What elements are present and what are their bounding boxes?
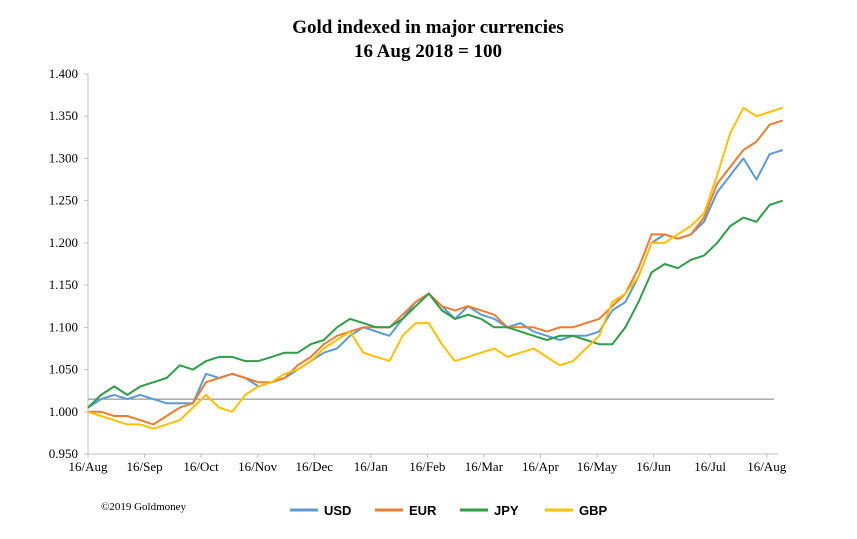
legend-label-gbp: GBP <box>579 503 608 518</box>
x-axis-ticks: 16/Aug 16/Sep 16/Oct 16/Nov 16/Dec 16/Jan 16/F… <box>69 454 787 474</box>
series-lines <box>87 106 784 430</box>
y-tick-label: 1.250 <box>49 193 78 208</box>
chart-title: Gold indexed in major currencies <box>292 17 564 38</box>
axes <box>87 74 778 455</box>
y-tick-label: 1.050 <box>49 362 78 377</box>
legend-label-usd: USD <box>324 503 351 518</box>
x-tick-label: 16/Sep <box>126 459 162 474</box>
series-line-jpy <box>87 199 784 409</box>
series-line-gbp <box>87 106 784 430</box>
legend-label-eur: EUR <box>409 503 437 518</box>
y-axis-ticks: 0.950 1.000 1.050 1.100 1.150 1.200 1.250 1.300… <box>49 66 88 461</box>
y-tick-label: 1.350 <box>49 108 78 123</box>
x-tick-label: 16/May <box>577 459 618 474</box>
y-tick-label: 1.100 <box>49 319 78 334</box>
legend-label-jpy: JPY <box>494 503 519 518</box>
y-tick-label: 1.300 <box>49 150 78 165</box>
x-tick-label: 16/Aug <box>69 459 109 474</box>
x-tick-label: 16/Nov <box>238 459 278 474</box>
series-line-eur <box>88 119 784 426</box>
x-tick-label: 16/Jun <box>636 459 671 474</box>
y-tick-label: 1.150 <box>49 277 78 292</box>
chart-subtitle: 16 Aug 2018 = 100 <box>354 41 502 62</box>
credit-text: ©2019 Goldmoney <box>101 501 187 513</box>
y-tick-label: 1.400 <box>49 66 78 81</box>
y-tick-label: 0.950 <box>49 446 78 461</box>
x-tick-label: 16/Apr <box>522 459 560 474</box>
x-tick-label: 16/Oct <box>183 459 219 474</box>
legend: USD EUR JPY GBP <box>290 503 608 518</box>
x-tick-label: 16/Jan <box>354 459 388 474</box>
x-tick-label: 16/Feb <box>409 459 445 474</box>
x-tick-label: 16/Dec <box>295 459 333 474</box>
x-tick-label: 16/Aug <box>747 459 787 474</box>
y-tick-label: 1.000 <box>49 404 78 419</box>
y-tick-label: 1.200 <box>49 235 78 250</box>
x-tick-label: 16/Jul <box>694 459 726 474</box>
x-tick-label: 16/Mar <box>465 459 504 474</box>
